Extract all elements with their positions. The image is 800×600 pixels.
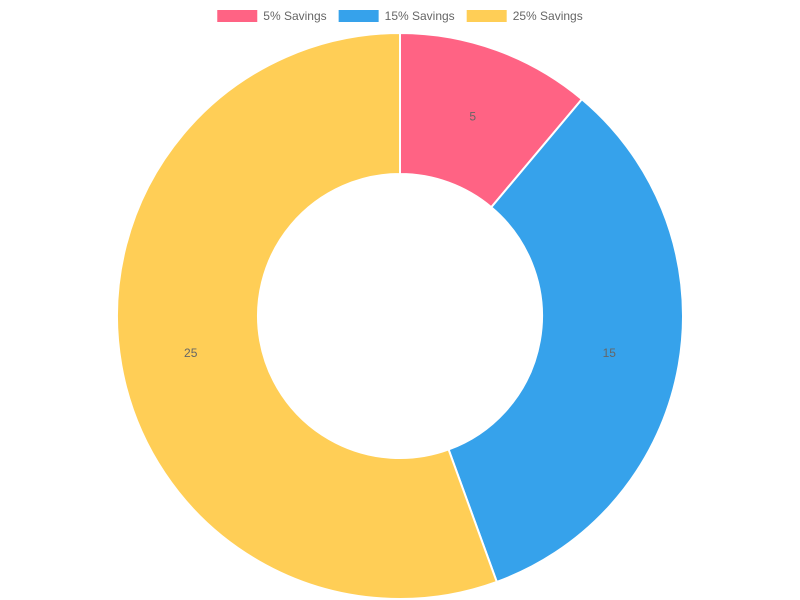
slice-25-savings[interactable]	[116, 31, 499, 600]
slice-5-savings[interactable]	[399, 31, 584, 209]
legend-label-5-savings: 5% Savings	[263, 9, 326, 23]
legend-label-25-savings: 25% Savings	[513, 9, 583, 23]
legend-label-15-savings: 15% Savings	[385, 9, 455, 23]
legend-swatch-25-savings	[466, 10, 507, 22]
legend-item-25-savings[interactable]: 25% Savings	[466, 9, 583, 23]
chart-data-labels: 5 15 25	[184, 109, 616, 360]
data-label-5-savings: 5	[469, 109, 476, 123]
chart-legend: 5% Savings 15% Savings 25% Savings	[217, 9, 583, 23]
data-label-15-savings: 15	[603, 346, 617, 360]
legend-item-5-savings[interactable]: 5% Savings	[217, 9, 327, 23]
legend-swatch-5-savings	[217, 10, 258, 22]
legend-item-15-savings[interactable]: 15% Savings	[338, 9, 455, 23]
legend-swatch-15-savings	[338, 10, 379, 22]
chart-slices	[116, 31, 684, 600]
slice-15-savings[interactable]	[447, 97, 684, 584]
data-label-25-savings: 25	[184, 346, 198, 360]
